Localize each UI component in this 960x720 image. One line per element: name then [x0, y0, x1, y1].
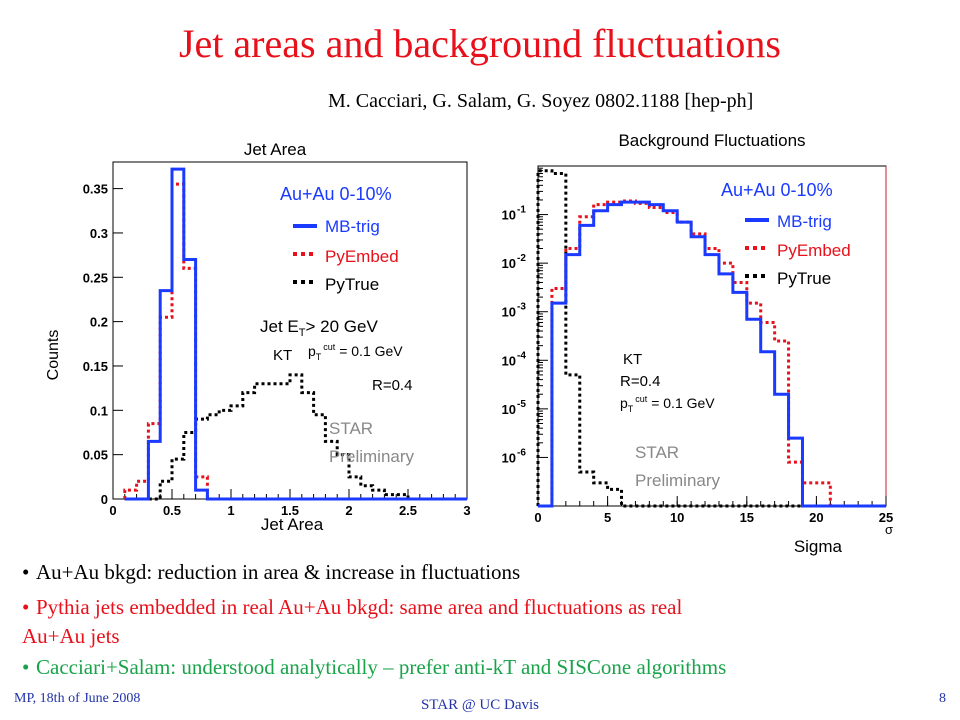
preliminary-label: Preliminary — [329, 447, 415, 466]
bullet-1: • Au+Au bkgd: reduction in area & increas… — [22, 560, 520, 585]
series-mb-trig — [124, 167, 467, 501]
bullet-text-continued: Au+Au jets — [22, 624, 120, 648]
pt-cut-label: pTcut = 0.1 GeV — [620, 394, 715, 414]
plot-frame — [537, 165, 887, 507]
kt-label: KT — [273, 347, 292, 364]
system-label: Au+Au 0-10% — [721, 180, 833, 200]
y-tick-label: 0.15 — [83, 359, 108, 374]
bullet-dot: • — [22, 595, 30, 619]
bullet-text: Pythia jets embedded in real Au+Au bkgd:… — [36, 595, 683, 619]
x-axis-label: Sigma — [794, 537, 843, 556]
series-pyembed — [123, 182, 467, 501]
y-tick-exponent: -2 — [517, 253, 526, 264]
y-tick-exponent: -5 — [517, 399, 526, 410]
y-tick-label: 10 — [502, 402, 516, 417]
radius-label: R=0.4 — [620, 373, 660, 390]
y-tick-exponent: -1 — [517, 205, 526, 216]
y-tick-exponent: -4 — [517, 350, 526, 361]
legend-label-mb-trig: MB-trig — [325, 217, 380, 236]
chart-title: Background Fluctuations — [618, 131, 805, 150]
x-tick-label: 1 — [227, 503, 234, 518]
chart-title: Jet Area — [244, 140, 307, 159]
x-axis-label: Jet Area — [261, 515, 324, 534]
preliminary-label: Preliminary — [635, 471, 721, 490]
y-tick-label: 10 — [502, 305, 516, 320]
jet-area-chart: Jet Area Counts 0 0.5 1 1.5 2 2.5 3 0 0.05 0.1 0.1… — [45, 140, 471, 534]
legend-label-pyembed: PyEmbed — [777, 241, 851, 260]
y-tick-label: 10 — [502, 353, 516, 368]
page-number: 8 — [939, 691, 946, 706]
x-tick-label: 2.5 — [399, 503, 417, 518]
x-tick-label: 5 — [604, 510, 611, 525]
x-tick-label: 1.5 — [281, 503, 299, 518]
legend-label-mb-trig: MB-trig — [777, 212, 832, 231]
bullet-text: Cacciari+Salam: understood analytically … — [36, 655, 727, 679]
y-tick-label: 0 — [101, 492, 108, 507]
y-tick-label: 0.3 — [90, 226, 108, 241]
legend-label-pytrue: PyTrue — [777, 269, 831, 288]
radius-label: R=0.4 — [372, 377, 412, 394]
x-tick-label: 3 — [463, 503, 470, 518]
jet-et-cut: Jet ET> 20 GeV — [260, 317, 378, 339]
y-tick-exponent: -3 — [517, 302, 526, 313]
bullet-3: • Cacciari+Salam: understood analytically… — [22, 655, 726, 680]
y-tick-label: 0.1 — [90, 403, 108, 418]
x-tick-label: 25 — [879, 510, 893, 525]
series-pytrue — [536, 169, 886, 508]
footer-date: MP, 18th of June 2008 — [14, 691, 141, 706]
slide-title: Jet areas and background fluctuations — [178, 21, 781, 66]
x-tick-label: 0 — [534, 510, 541, 525]
system-label: Au+Au 0-10% — [280, 184, 392, 204]
y-tick-exponent: -6 — [517, 447, 526, 458]
bullet-2: • Pythia jets embedded in real Au+Au bkgd… — [22, 595, 682, 620]
reference-citation: M. Cacciari, G. Salam, G. Soyez 0802.118… — [328, 90, 754, 112]
pt-cut-label: pTcut = 0.1 GeV — [308, 342, 403, 362]
y-axis-label: Counts — [45, 330, 62, 381]
y-tick-label: 0.35 — [83, 182, 108, 197]
legend-label-pytrue: PyTrue — [325, 275, 379, 294]
series-mb-trig — [538, 200, 886, 508]
legend-label-pyembed: PyEmbed — [325, 247, 399, 266]
x-tick-label: 20 — [809, 510, 823, 525]
x-tick-label: 0.5 — [163, 503, 181, 518]
y-tick-label: 0.2 — [90, 315, 108, 330]
y-tick-label: 10 — [502, 208, 516, 223]
preliminary-star: STAR — [329, 419, 373, 438]
x-tick-label: 2 — [345, 503, 352, 518]
y-tick-label: 0.05 — [83, 448, 108, 463]
y-tick-label: 10 — [502, 450, 516, 465]
x-tick-label: 0 — [109, 503, 116, 518]
footer-center: STAR @ UC Davis — [420, 697, 540, 713]
x-tick-label: 15 — [740, 510, 754, 525]
y-tick-label: 10 — [502, 256, 516, 271]
kt-label: KT — [623, 351, 642, 368]
x-tick-label: 10 — [670, 510, 684, 525]
y-tick-label: 0.25 — [83, 270, 108, 285]
series-pytrue — [124, 373, 467, 501]
x-axis-unit: σ — [885, 522, 893, 537]
bullet-2-continued: Au+Au jets — [22, 624, 120, 649]
bullet-text: Au+Au bkgd: reduction in area & increase… — [36, 560, 521, 584]
bullet-dot: • — [22, 560, 30, 584]
preliminary-star: STAR — [635, 443, 679, 462]
bullet-dot: • — [22, 655, 30, 679]
